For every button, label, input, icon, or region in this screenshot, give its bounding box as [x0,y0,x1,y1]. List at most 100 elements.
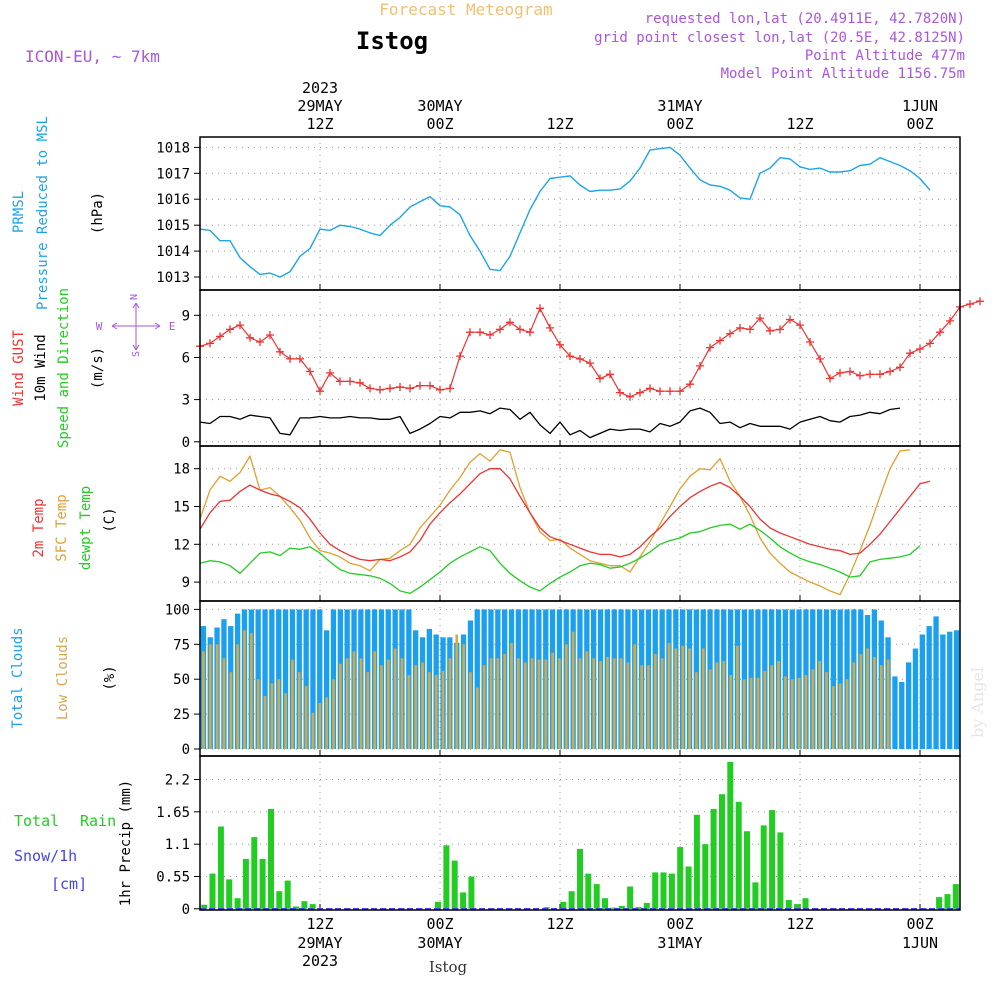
total-cloud-bar [324,630,330,749]
low-cloud-bar [736,645,739,749]
rain-bar [443,845,450,909]
requested-coords: requested lon,lat (20.4911E, 42.7820N) [645,11,965,27]
station-title: Istog [356,27,428,55]
gust-marker [296,354,304,363]
low-cloud-bar [510,642,513,749]
low-cloud-bar [790,679,794,749]
low-cloud-bar [208,644,212,749]
low-cloud-bar [585,651,589,749]
clouds-unit: (%) [102,665,118,690]
low-cloud-bar [448,658,452,750]
gust-marker [306,367,314,376]
low-cloud-bar [667,642,671,749]
low-cloud-bar [339,663,342,749]
y-tick-label: 25 [173,707,190,723]
gust-marker [496,325,504,334]
wind-direction-label: Speed and Direction [56,288,72,448]
point-altitude: Point Altitude 477m [805,48,965,64]
time-tick-hour-bottom: 00Z [666,915,693,933]
gust-marker [836,368,844,377]
low-cloud-bar [866,648,869,749]
time-tick-date-top: 31MAY [657,97,702,115]
gust-marker [316,387,324,396]
total-cloud-bar [830,609,836,749]
gust-marker [806,338,814,346]
gust-marker [926,339,934,348]
rain-bar [693,814,700,909]
dewpt-label: dewpt Temp [78,486,94,570]
y-tick-label: 6 [182,351,190,367]
gust-marker [396,383,404,391]
low-cloud-bar [400,658,404,750]
total-cloud-bar [947,631,953,749]
low-cloud-bar [407,675,411,749]
low-cloud-bar [606,656,609,750]
time-tick-hour-top: 00Z [666,115,693,133]
y-tick-label: 0 [182,902,190,918]
rain-bar [702,844,709,909]
time-tick-hour-top: 00Z [906,115,933,133]
rain-bar [242,858,249,909]
gust-marker [326,368,334,377]
low-cloud-bar [838,683,842,749]
gust-marker [856,371,864,380]
total-cloud-bar [912,648,919,749]
y-tick-label: 2.2 [165,773,190,789]
low-cloud-bar [619,658,623,750]
low-cloud-bar [222,658,226,750]
gust-marker [216,332,224,341]
rain-bar [652,872,659,909]
gust-marker [546,323,554,332]
rain-bar [435,901,441,909]
time-tick-date-top: 29MAY [297,97,342,115]
model-altitude: Model Point Altitude 1156.75m [721,66,965,82]
gust-marker [916,345,924,353]
rain-bar [268,808,274,909]
y-tick-label: 1018 [156,140,190,156]
low-cloud-bar [784,676,787,749]
total-clouds-label: Total Clouds [10,627,26,728]
rain-bar [468,876,475,909]
total-cloud-bar [919,634,925,749]
gust-marker [276,347,284,356]
rain-bar [217,826,224,909]
panel-precipitation: 0 0.55 1.1 1.65 2.2 [156,755,961,918]
pressure-label-short: PRMSL [11,191,27,233]
gust-marker [896,363,904,372]
compass-s: S [131,351,142,357]
low-cloud-bar [763,670,767,749]
rain-bar [944,894,951,909]
pressure-unit: (hPa) [90,192,106,234]
low-cloud-bar [318,702,322,749]
gust-marker [866,370,874,379]
y-tick-label: 1016 [156,192,190,208]
time-tick-date-bottom: 29MAY [297,934,342,952]
gust-marker [476,328,484,337]
time-tick-date-bottom: 1JUN [902,934,938,952]
low-cloud-bar [256,679,260,749]
low-cloud-bar [660,658,664,750]
total-cloud-bar [474,609,480,749]
gust-marker [256,338,264,346]
rain-bar [643,902,650,909]
low-cloud-bar [462,644,465,749]
rain-bar [226,879,233,909]
low-cloud-bar [859,654,863,750]
low-cloud-bar [537,659,541,749]
rain-bar [668,873,675,909]
low-cloud-bar [647,665,650,749]
gust-marker [556,340,564,349]
gust-marker [406,384,414,393]
rain-bar [276,891,283,909]
y-tick-label: 0.55 [156,870,190,886]
low-cloud-bar [804,675,808,749]
gust-marker [376,385,384,394]
low-cloud-bar [482,665,486,749]
gust-marker [436,385,444,394]
temp-unit: (C) [102,507,118,532]
low-cloud-bar [503,654,506,750]
gust-marker [386,384,394,393]
gust-marker [586,359,594,368]
rain-bar [251,837,258,909]
